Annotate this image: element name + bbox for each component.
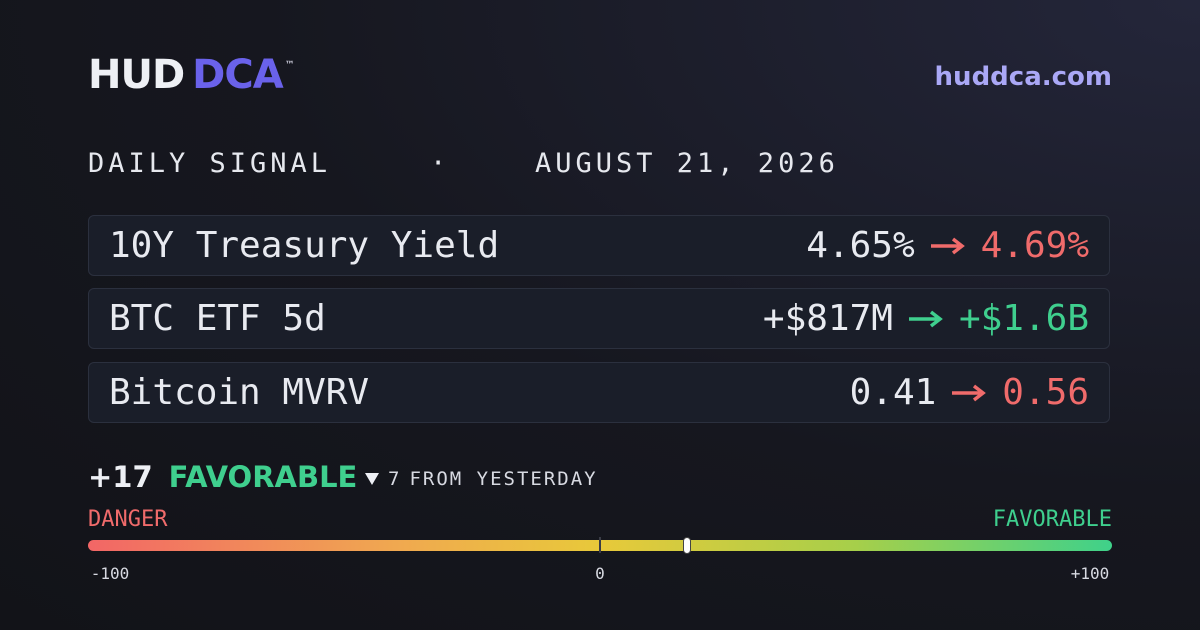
logo: HUD DCA ™ bbox=[88, 52, 295, 98]
score: +17 FAVORABLE bbox=[88, 460, 357, 494]
brand-accent: DCA bbox=[192, 52, 284, 98]
metric-to: +$1.6B bbox=[958, 298, 1089, 339]
brand: HUD bbox=[88, 52, 185, 98]
date: AUGUST 21, 2026 bbox=[535, 148, 839, 179]
metric-row: Bitcoin MVRV 0.41 0.56 bbox=[88, 362, 1110, 423]
rating: FAVORABLE bbox=[168, 460, 358, 494]
url: huddca.com bbox=[934, 62, 1112, 92]
metric-from: 4.65% bbox=[806, 225, 915, 266]
trademark: ™ bbox=[284, 60, 295, 71]
metric-values: 0.41 0.56 bbox=[850, 372, 1089, 413]
score-value: +17 bbox=[88, 460, 153, 494]
metric-row: 10Y Treasury Yield 4.65% 4.69% bbox=[88, 215, 1110, 276]
gauge-marker bbox=[683, 537, 692, 554]
danger-label: DANGER bbox=[88, 507, 168, 532]
metric-from: 0.41 bbox=[849, 372, 937, 413]
metric-row: BTC ETF 5d +$817M +$1.6B bbox=[88, 288, 1110, 349]
metric-label: 10Y Treasury Yield bbox=[109, 225, 500, 266]
arrow bbox=[930, 237, 965, 254]
metric-to: 4.69% bbox=[980, 225, 1089, 266]
metric-to: 0.56 bbox=[1002, 372, 1089, 413]
arrow bbox=[908, 310, 943, 327]
tick-label: 0 bbox=[595, 564, 605, 583]
metric-from: +$817M bbox=[762, 298, 893, 339]
tick-label: +100 bbox=[1070, 564, 1110, 583]
metric-label: BTC ETF 5d bbox=[109, 298, 326, 339]
arrow bbox=[952, 384, 987, 401]
delta: 7 FROM YESTERDAY bbox=[364, 468, 598, 490]
signal-label: DAILY SIGNAL bbox=[88, 148, 332, 179]
metric-values: 4.65% 4.69% bbox=[806, 225, 1089, 266]
favorable-label: FAVORABLE bbox=[992, 507, 1112, 532]
metric-label: Bitcoin MVRV bbox=[109, 372, 370, 413]
separator: · bbox=[430, 148, 451, 179]
delta-value: 7 bbox=[388, 468, 402, 490]
down-icon bbox=[365, 473, 379, 485]
tick-label: -100 bbox=[90, 564, 130, 583]
tick-mark bbox=[599, 537, 601, 553]
delta-text: FROM YESTERDAY bbox=[409, 468, 598, 490]
metric-values: +$817M +$1.6B bbox=[763, 298, 1089, 339]
